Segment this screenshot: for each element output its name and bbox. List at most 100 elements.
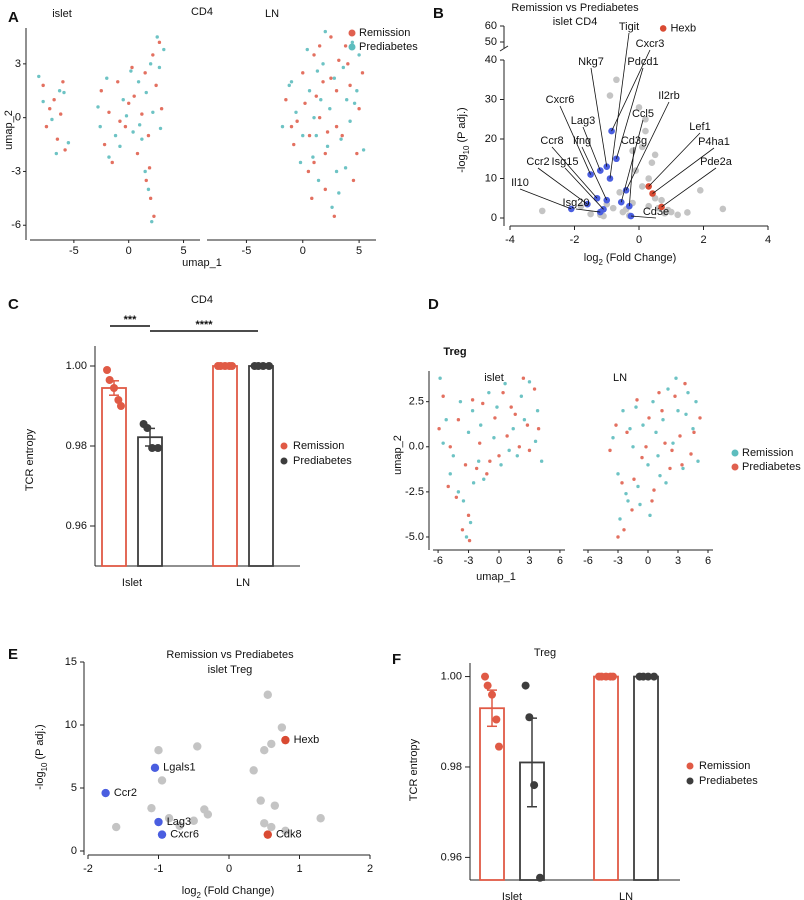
point [611,436,615,440]
point [329,35,333,39]
point [658,196,665,204]
point [460,528,465,532]
legend-label: Remission [699,760,750,772]
point [448,445,452,449]
point [325,144,330,149]
leader-line [575,208,601,213]
point [334,169,339,174]
point [154,746,163,755]
point [281,826,290,836]
point [310,196,314,201]
point [625,430,629,435]
point [132,94,136,98]
leader-line [652,147,715,194]
point [470,408,475,413]
legend-label: Prediabetes [699,775,758,787]
point [609,204,617,212]
point [538,207,546,215]
chart-title: Treg [443,346,466,358]
point [337,191,341,195]
data-point [492,715,501,724]
point [312,53,316,57]
point [148,196,153,201]
y-tick-label: 1.00 [66,360,87,372]
point [613,76,620,84]
legend-label: Remission [359,27,410,39]
point [355,89,359,93]
point [339,137,343,141]
chart-subtitle: islet CD4 [553,16,598,28]
x-tick-label: 4 [765,234,771,246]
point [654,430,658,435]
point [466,513,471,518]
leader-line [625,101,670,191]
point [158,126,163,131]
axis-break [499,45,509,52]
point [641,423,645,427]
point [256,796,265,805]
x-axis-label: umap_1 [476,571,516,583]
leader-line [628,146,635,207]
point [175,821,184,830]
point [683,381,687,386]
point [482,477,486,481]
point [536,427,541,431]
point [346,62,350,66]
point [634,405,638,409]
x-axis-label: umap_1 [182,257,222,269]
point [645,175,652,182]
x-axis-label: log2 (Fold Change) [182,885,274,900]
point [678,434,682,438]
point [50,117,54,122]
y-tick-label: 1.00 [441,670,462,682]
point [334,124,339,129]
y-axis-label: -log10 (P adj.) [456,107,471,172]
x-tick-label: -2 [570,234,580,246]
x-tick-label: -1 [154,863,164,875]
point-label: Lag3 [571,115,595,127]
leader-line [564,167,604,210]
data-point [148,444,157,452]
point [488,459,492,463]
x-axis-label: log2 (Fold Change) [584,252,676,267]
data-point [114,396,123,404]
y-axis-label-part: (P adj.) [34,724,46,762]
data-point [116,402,125,410]
point [348,83,352,88]
y-axis-label: TCR entropy [24,428,36,491]
chart-title: CD4 [191,6,213,18]
point [59,112,63,116]
point [260,819,269,828]
point [624,491,628,496]
x-tick-label: 3 [526,555,532,567]
point [666,387,670,391]
leader-line [611,49,651,132]
significance-label: **** [195,319,213,331]
point-label: Lef1 [689,121,710,133]
y-tick-label: 0.96 [441,851,462,863]
point [294,110,298,114]
point [311,155,315,159]
point-label: Ccl5 [632,108,654,120]
point [284,98,288,102]
point [287,83,291,88]
y-tick-label: 0.98 [66,440,87,452]
data-point [525,713,534,722]
point [659,25,667,32]
point [123,124,128,129]
point [485,472,489,476]
point [448,472,452,476]
leader-line [616,67,644,159]
point [154,83,158,88]
legend-label: Remission [742,447,793,459]
legend-marker [731,449,739,457]
legend-label: Prediabetes [293,455,352,467]
point [361,148,366,152]
point [661,418,665,422]
point [468,520,473,525]
point [316,178,321,183]
point [332,76,337,80]
point [317,115,322,120]
legend-marker [280,457,288,465]
point [150,219,154,224]
